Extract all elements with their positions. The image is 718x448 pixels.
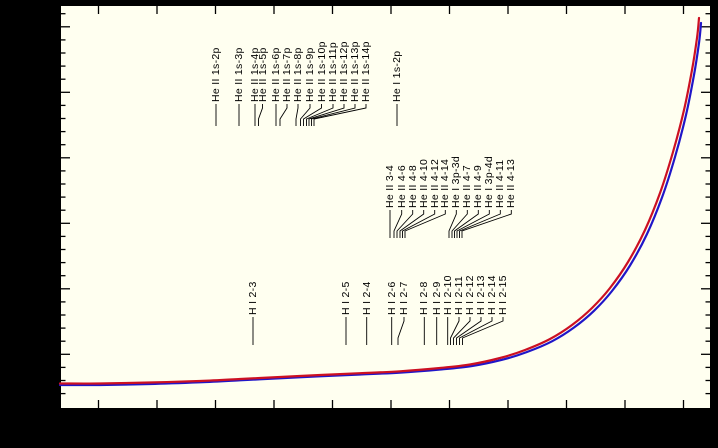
line-pointers [215,104,512,345]
line-pointer [454,210,479,238]
line-pointer [462,317,504,345]
spectral-line-label: He II 1s-9p [304,47,316,102]
line-pointer [393,210,403,238]
spectral-line-label: He II 4-13 [505,158,518,208]
plot-frame [59,4,712,410]
line-pointer [448,210,457,238]
spectral-line-label: H I 2-4 [360,281,373,315]
spectral-line-label: He II 1s-14p [360,41,372,102]
line-pointer [453,317,471,345]
spectral-line-label: He II 4-8 [406,165,419,208]
spectral-line-label: He II 4-10 [417,158,430,208]
spectral-line-label: He II 1s-5p [256,47,269,102]
line-pointer [279,104,288,126]
spectral-line-label: He I 1s-2p [391,50,403,102]
line-pointer [450,317,460,345]
line-pointer [300,104,311,126]
line-pointer [258,104,263,126]
blue-spectrum [58,21,703,387]
line-pointer [404,210,446,238]
line-pointer [313,104,367,126]
spectral-line-label: H I 2-8 [418,281,431,315]
spectral-line-label: H I 2-6 [385,281,398,315]
spectral-line-label: He II 1s-3p [233,47,245,102]
spectral-line-label: He II 1s-10p [315,41,328,102]
spectral-line-label: He II 3-4 [384,165,396,208]
spectral-line-label: H I 2-3 [247,281,259,315]
line-pointer [459,210,501,238]
spectral-line-label: H I 2-15 [497,275,509,315]
spectral-line-label: H I 2-5 [340,281,352,315]
spectral-line-label: H I 2-7 [398,281,410,315]
line-pointer [456,210,490,238]
spectral-line-label: He II 1s-8p [292,47,304,102]
line-pointer [456,317,482,345]
axis-ticks [60,5,711,409]
spectral-line-label: H I 2-9 [430,281,443,315]
spectral-line-label: He II 1s-2p [210,47,222,102]
line-pointer [295,104,299,126]
line-pointer [311,104,356,126]
spectral-line-label: He II 4-6 [395,165,408,208]
plot-area [60,5,711,409]
line-pointer [461,210,512,238]
line-pointer [396,210,414,238]
spectral-line-label: H I 2-10 [441,275,454,315]
red-spectrum [58,16,701,385]
line-pointer [303,104,322,126]
line-pointer [397,317,405,345]
line-pointer [308,104,345,126]
line-pointer [402,210,436,238]
line-pointer [451,210,468,238]
line-pointer [306,104,334,126]
line-pointer [459,317,493,345]
line-pointer [399,210,425,238]
